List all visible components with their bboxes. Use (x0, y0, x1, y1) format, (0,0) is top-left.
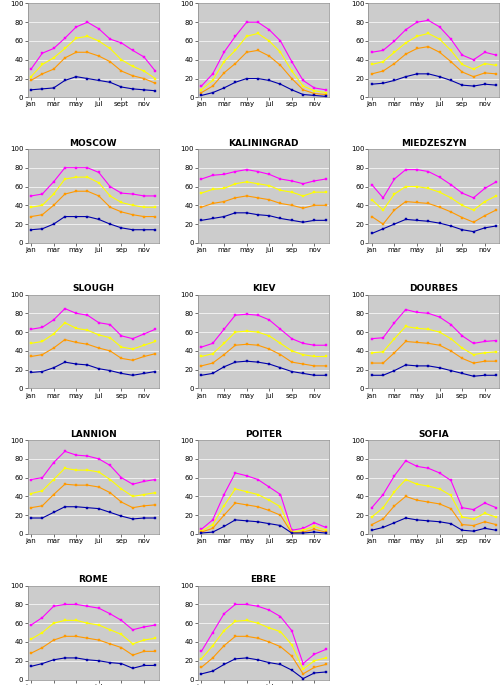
Title: MOSCOW: MOSCOW (69, 138, 117, 147)
Title: LYCKSELE: LYCKSELE (69, 0, 117, 2)
Title: GORKY: GORKY (415, 0, 451, 2)
Title: LANNION: LANNION (70, 429, 116, 438)
Title: KIEV: KIEV (252, 284, 275, 293)
Title: ROME: ROME (78, 575, 108, 584)
Title: POITER: POITER (244, 429, 282, 438)
Title: SLOUGH: SLOUGH (72, 284, 114, 293)
Title: MIEDZESZYN: MIEDZESZYN (400, 138, 466, 147)
Title: KALININGRAD: KALININGRAD (228, 138, 298, 147)
Title: UPPSALA: UPPSALA (239, 0, 287, 2)
Title: DOURBES: DOURBES (409, 284, 457, 293)
Title: EBRE: EBRE (250, 575, 276, 584)
Title: SOFIA: SOFIA (418, 429, 448, 438)
